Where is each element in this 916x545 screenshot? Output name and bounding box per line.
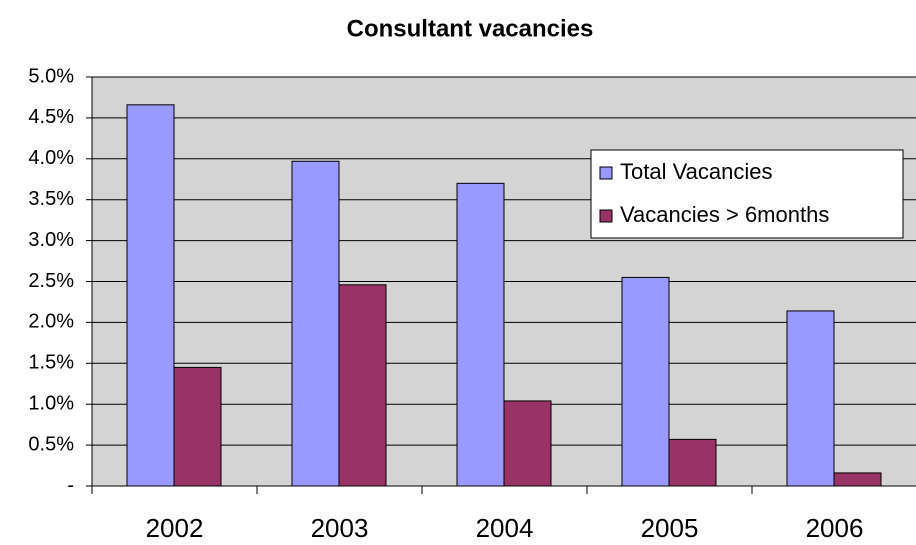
y-tick-label: 4.5% xyxy=(28,106,74,128)
y-tick-label: 4.0% xyxy=(28,147,74,169)
legend-swatch xyxy=(599,209,613,223)
bar xyxy=(833,472,882,487)
y-tick-label: 2.5% xyxy=(28,270,74,292)
x-tick-label: 2004 xyxy=(476,513,534,543)
y-tick-label: 3.0% xyxy=(28,229,74,251)
chart-title: Consultant vacancies xyxy=(347,15,594,42)
y-tick-label: 5.0% xyxy=(28,65,74,87)
y-tick-label: 3.5% xyxy=(28,188,74,210)
bar xyxy=(503,400,552,487)
x-tick-label: 2005 xyxy=(641,513,699,543)
x-tick-label: 2003 xyxy=(311,513,369,543)
y-tick-label: - xyxy=(67,474,74,496)
bar xyxy=(668,438,717,487)
legend-label: Total Vacancies xyxy=(620,159,772,184)
y-tick-label: 1.5% xyxy=(28,352,74,374)
bar xyxy=(786,310,835,487)
bar xyxy=(126,104,175,487)
bar xyxy=(621,276,670,487)
legend-label: Vacancies > 6months xyxy=(620,202,829,227)
y-tick-label: 0.5% xyxy=(28,433,74,455)
legend-swatch xyxy=(599,166,613,180)
y-tick-label: 2.0% xyxy=(28,311,74,333)
y-tick-label: 1.0% xyxy=(28,392,74,414)
x-tick-label: 2002 xyxy=(146,513,204,543)
bar xyxy=(291,160,340,487)
bar xyxy=(456,182,505,487)
legend-box xyxy=(590,149,904,239)
bar xyxy=(338,284,387,487)
bar xyxy=(173,366,222,487)
x-tick-label: 2006 xyxy=(806,513,864,543)
